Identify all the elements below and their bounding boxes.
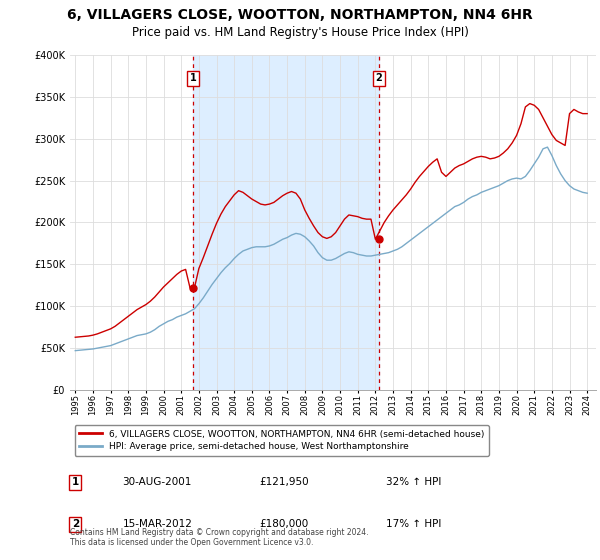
Text: £121,950: £121,950: [259, 477, 309, 487]
Text: 1: 1: [71, 477, 79, 487]
Text: 15-MAR-2012: 15-MAR-2012: [122, 519, 193, 529]
Text: 1: 1: [190, 73, 196, 83]
Text: 32% ↑ HPI: 32% ↑ HPI: [386, 477, 441, 487]
Text: 6, VILLAGERS CLOSE, WOOTTON, NORTHAMPTON, NN4 6HR: 6, VILLAGERS CLOSE, WOOTTON, NORTHAMPTON…: [67, 8, 533, 22]
Text: 2: 2: [376, 73, 382, 83]
Text: 30-AUG-2001: 30-AUG-2001: [122, 477, 192, 487]
Text: £180,000: £180,000: [259, 519, 308, 529]
Legend: 6, VILLAGERS CLOSE, WOOTTON, NORTHAMPTON, NN4 6HR (semi-detached house), HPI: Av: 6, VILLAGERS CLOSE, WOOTTON, NORTHAMPTON…: [74, 425, 489, 456]
Text: Contains HM Land Registry data © Crown copyright and database right 2024.
This d: Contains HM Land Registry data © Crown c…: [70, 528, 368, 548]
Bar: [193, 55, 379, 390]
Text: Price paid vs. HM Land Registry's House Price Index (HPI): Price paid vs. HM Land Registry's House …: [131, 26, 469, 39]
Text: 17% ↑ HPI: 17% ↑ HPI: [386, 519, 441, 529]
Text: 2: 2: [71, 519, 79, 529]
